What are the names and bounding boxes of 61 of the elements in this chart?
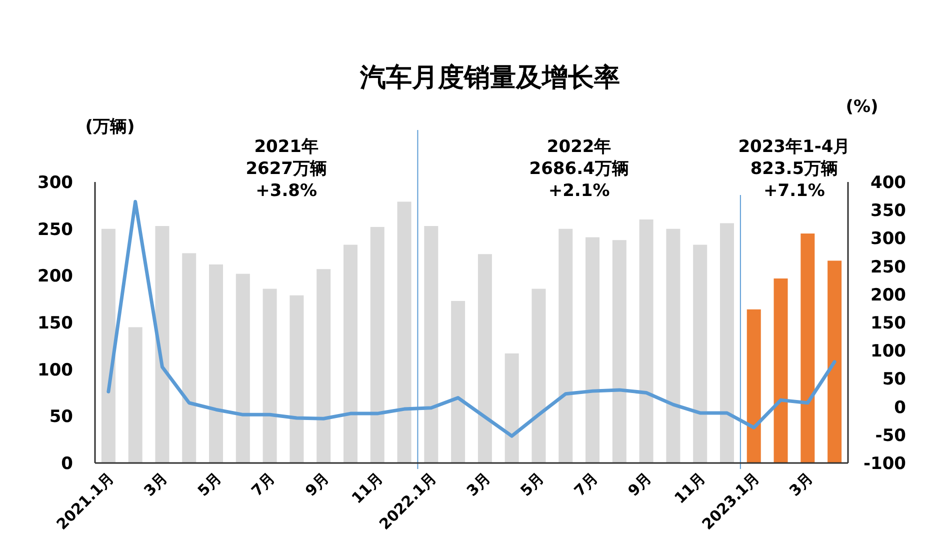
bar	[128, 327, 142, 463]
bar	[800, 234, 815, 463]
bar	[397, 202, 412, 463]
bar	[639, 219, 654, 463]
bar	[262, 288, 277, 463]
bar	[586, 237, 600, 463]
x-tick-label: 5月	[194, 469, 225, 500]
bar	[370, 226, 384, 463]
x-tick-label: 7月	[248, 469, 279, 500]
bar	[558, 228, 573, 463]
annotation: 2021年 2627万辆 +3.8%	[246, 137, 328, 201]
y2-tick-label: 350	[870, 201, 906, 222]
y2-tick-label: 400	[870, 173, 906, 193]
bar	[451, 300, 466, 463]
x-tick-label: 3月	[463, 469, 494, 500]
bar	[155, 226, 170, 463]
y-tick-label: 300	[38, 173, 74, 193]
y-tick-label: 150	[38, 314, 74, 334]
x-tick-label: 3月	[786, 469, 816, 500]
bar	[236, 274, 250, 463]
bar	[828, 260, 842, 463]
annotation: 2022年 2686.4万辆 +2.1%	[529, 137, 629, 201]
y2-tick-label: 150	[870, 314, 906, 334]
bar	[316, 269, 331, 463]
y2-tick-label: 50	[882, 370, 906, 390]
y2-tick-label: 100	[870, 342, 906, 362]
bar	[424, 226, 438, 463]
y-tick-label: 100	[38, 360, 74, 380]
x-tick-label: 9月	[302, 469, 332, 500]
chart-title: 汽车月度销量及增长率	[359, 63, 620, 93]
y2-tick-label: 0	[894, 398, 906, 418]
bar	[612, 240, 626, 463]
y2-tick-label: -100	[863, 454, 906, 474]
y-tick-label: 200	[38, 266, 74, 287]
y-tick-label: 250	[38, 220, 74, 240]
y2-tick-label: -50	[875, 426, 906, 446]
bar	[532, 288, 546, 463]
annotation: 2023年1-4月 823.5万辆 +7.1%	[738, 137, 850, 201]
y2-tick-label: 250	[870, 257, 906, 278]
bar	[504, 353, 519, 463]
bar	[290, 295, 304, 463]
x-tick-label: 5月	[516, 469, 548, 500]
x-tick-label: 7月	[570, 469, 602, 500]
bar	[182, 253, 196, 463]
y-axis-title: (万辆)	[85, 117, 135, 137]
bar	[693, 244, 708, 463]
bar	[720, 223, 734, 463]
x-tick-label: 9月	[624, 469, 656, 500]
bar	[209, 264, 224, 463]
bar	[343, 244, 358, 463]
y2-tick-label: 200	[870, 285, 906, 306]
bar	[774, 278, 788, 463]
y-tick-label: 0	[61, 454, 74, 474]
y-tick-label: 50	[49, 407, 74, 428]
bar	[101, 228, 116, 463]
y2-axis-title: (%)	[846, 97, 878, 117]
bar	[746, 309, 761, 463]
x-tick-label: 3月	[140, 469, 172, 500]
y2-tick-label: 300	[870, 229, 906, 250]
bar	[666, 228, 680, 463]
bar	[478, 254, 492, 463]
